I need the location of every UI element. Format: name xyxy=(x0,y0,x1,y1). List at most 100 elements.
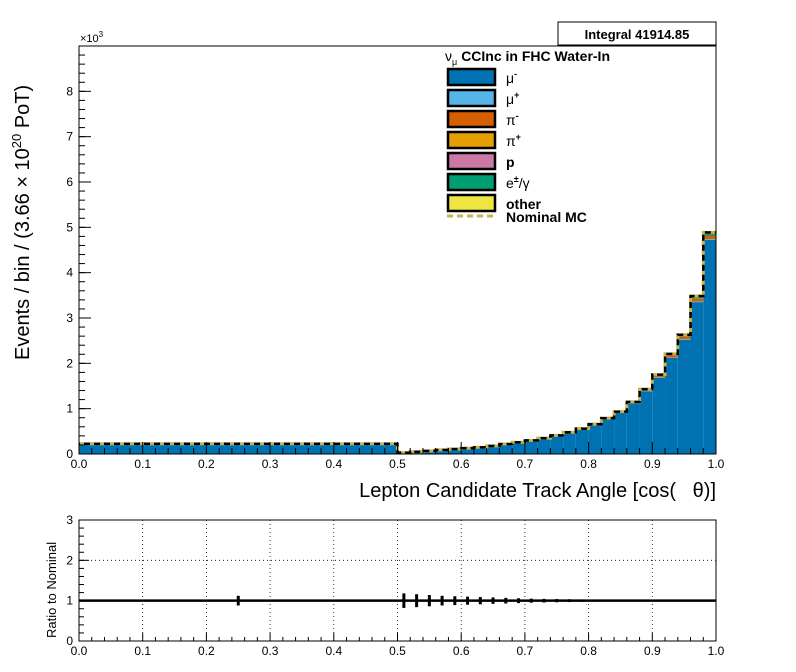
bar-μ--bin-11 xyxy=(524,440,538,454)
x-tick-label: 0.3 xyxy=(262,457,279,471)
bar-π--bin-24 xyxy=(690,298,704,302)
bar-μ--bin-13 xyxy=(550,435,564,454)
ratio-error-bars xyxy=(236,593,622,608)
bar-μ--bin-6 xyxy=(461,448,474,454)
legend-label-e±/γ: e±/γ xyxy=(506,174,530,191)
integral-box: Integral 41914.85 xyxy=(557,21,717,46)
legend-swatch-μ- xyxy=(446,67,497,87)
bar-μ--bin-15 xyxy=(575,428,589,454)
x-tick-label: 0.8 xyxy=(580,457,597,471)
x-tick-label: 0.7 xyxy=(517,457,534,471)
legend-label-p: p xyxy=(506,154,515,170)
bar-π--bin-21 xyxy=(652,375,666,378)
legend-label-other: other xyxy=(506,196,542,212)
ratio-y-tick-label: 3 xyxy=(66,513,73,527)
bar-μ--bin-5 xyxy=(448,449,462,454)
legend-swatch-μ+ xyxy=(446,88,497,108)
total-outline xyxy=(79,231,716,454)
x-tick-label: 0.5 xyxy=(389,457,406,471)
y-tick-label: 0 xyxy=(66,447,73,461)
x-tick-label: 0.6 xyxy=(453,457,470,471)
legend-label-π-: π- xyxy=(506,111,519,128)
ratio-x-tick-label: 0.1 xyxy=(134,644,151,658)
y-multiplier: ×103 xyxy=(80,30,104,45)
ratio-x-tick-label: 1.0 xyxy=(708,644,725,658)
ratio-x-tick-label: 0.7 xyxy=(517,644,534,658)
legend-swatch-π+ xyxy=(446,130,497,150)
bar-μ+-bin-23 xyxy=(677,339,691,340)
bar-μ--bin-16 xyxy=(588,424,602,454)
bar-μ+-bin-21 xyxy=(652,377,666,378)
bar-μ--bin-20 xyxy=(639,391,653,454)
bar-μ+-bin-20 xyxy=(639,390,653,392)
x-tick-label: 0.9 xyxy=(644,457,661,471)
ratio-y-tick-label: 1 xyxy=(66,594,73,608)
y-tick-label: 2 xyxy=(66,356,73,370)
series-μ- xyxy=(79,240,716,454)
legend-title: νμ CCInc in FHC Water-In xyxy=(445,48,610,67)
ratio-x-tick-label: 0.2 xyxy=(198,644,215,658)
bar-e±/γ-bin-25 xyxy=(703,232,716,236)
legend: νμ CCInc in FHC Water-In μ-μ+ π-π+ p e±/γ oth… xyxy=(445,48,610,225)
y-tick-label: 1 xyxy=(66,402,73,416)
x-axis-label: Lepton Candidate Track Angle [cos( θ)] xyxy=(359,480,716,502)
y-tick-label: 7 xyxy=(66,130,73,144)
ratio-x-tick-label: 0.6 xyxy=(453,644,470,658)
ratio-panel: 0.0 0.1 0.2 0.3 0.4 0.5 0.6 0.7 0.8 0.9 1.0 0 1 2 3 Ra… xyxy=(44,513,725,658)
top-frame xyxy=(78,45,717,455)
ratio-y-axis-label: Ratio to Nominal xyxy=(44,542,59,638)
legend-label-μ-: μ- xyxy=(506,69,517,86)
legend-swatch-π- xyxy=(446,109,497,129)
bar-μ--bin-8 xyxy=(486,445,500,454)
legend-swatch-e±/γ xyxy=(446,172,497,192)
bar-μ--bin-17 xyxy=(601,418,615,454)
legend-label-π+: π+ xyxy=(506,132,521,149)
y-tick-label: 8 xyxy=(66,84,73,98)
bar-μ--bin-25 xyxy=(703,240,716,454)
ratio-x-tick-label: 0.5 xyxy=(389,644,406,658)
bar-μ--bin-14 xyxy=(563,432,576,454)
x-tick-label: 1.0 xyxy=(708,457,725,471)
bar-π--bin-25 xyxy=(703,235,716,240)
bar-μ--bin-22 xyxy=(665,357,678,454)
bar-μ--bin-9 xyxy=(499,444,513,454)
main-histogram-panel: 0.0 0.1 0.2 0.3 0.4 0.5 0.6 0.7 0.8 0.9 1.0 0 1 2 3 4 5 6… xyxy=(9,21,725,502)
legend-nominal-label: Nominal MC xyxy=(506,209,587,225)
ratio-x-tick-label: 0.3 xyxy=(262,644,279,658)
bar-μ+-bin-24 xyxy=(690,301,704,303)
bar-π--bin-22 xyxy=(665,355,678,358)
bottom-axes: 0.0 0.1 0.2 0.3 0.4 0.5 0.6 0.7 0.8 0.9 1.0 0 1 2 3 xyxy=(66,513,724,658)
ratio-y-tick-label: 2 xyxy=(66,553,73,567)
integral-label: Integral 41914.85 xyxy=(585,27,690,42)
bar-μ--bin-7 xyxy=(473,447,487,454)
x-tick-label: 0.1 xyxy=(134,457,151,471)
ratio-y-tick-label: 0 xyxy=(66,634,73,648)
ratio-x-tick-label: 0.8 xyxy=(580,644,597,658)
legend-items: μ-μ+ π-π+ p e±/γ other xyxy=(446,67,542,213)
bar-π--bin-23 xyxy=(677,336,691,340)
bar-μ--bin-23 xyxy=(677,339,691,454)
stacked-bars xyxy=(79,232,716,454)
bar-μ--bin-3 xyxy=(422,450,436,454)
y-tick-label: 6 xyxy=(66,175,73,189)
bar-μ+-bin-25 xyxy=(703,239,716,241)
bar-μ--bin-0 xyxy=(79,443,398,454)
bar-μ--bin-24 xyxy=(690,302,704,454)
x-tick-label: 0.4 xyxy=(325,457,342,471)
x-tick-label: 0.0 xyxy=(71,457,88,471)
y-tick-label: 4 xyxy=(66,266,73,280)
ratio-grid xyxy=(78,519,717,642)
bar-μ--bin-10 xyxy=(512,442,525,454)
ratio-x-tick-label: 0.9 xyxy=(644,644,661,658)
bar-μ+-bin-22 xyxy=(665,357,678,358)
ratio-x-tick-label: 0.0 xyxy=(71,644,88,658)
legend-label-μ+: μ+ xyxy=(506,90,519,107)
legend-swatch-p xyxy=(446,151,497,171)
ratio-x-tick-label: 0.4 xyxy=(325,644,342,658)
y-tick-label: 3 xyxy=(66,311,73,325)
bar-μ--bin-4 xyxy=(435,449,449,454)
top-axes: 0.0 0.1 0.2 0.3 0.4 0.5 0.6 0.7 0.8 0.9 1.0 0 1 2 3 4 5 6… xyxy=(66,45,725,471)
bar-μ--bin-19 xyxy=(626,403,640,454)
bar-μ--bin-18 xyxy=(614,412,627,454)
